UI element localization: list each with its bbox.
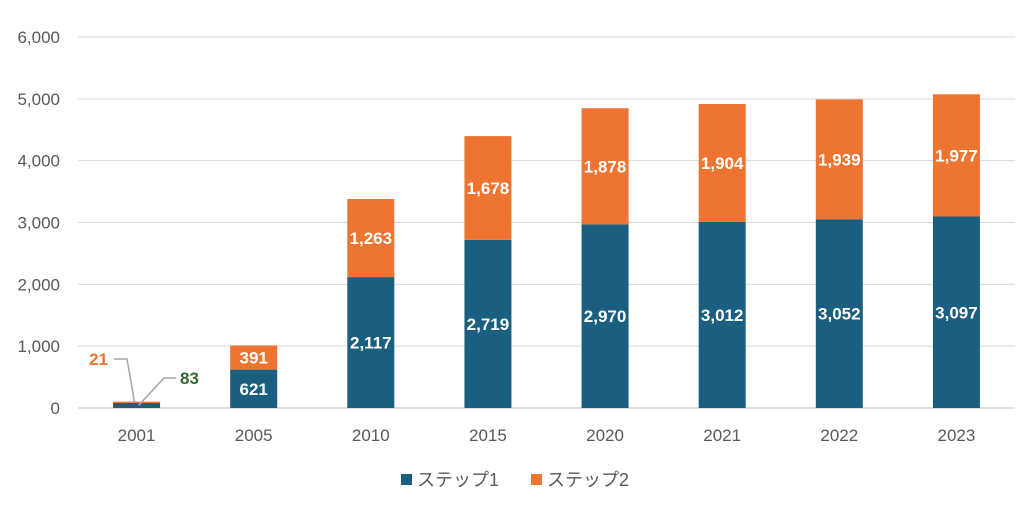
data-label-step2: 1,878	[584, 157, 627, 176]
x-tick-label: 2023	[938, 426, 976, 445]
x-tick-label: 2005	[235, 426, 273, 445]
x-axis-ticks: 2001 2005 2010 2015 2020 2021 2022 2023	[118, 426, 976, 445]
legend-label-step1: ステップ1	[417, 470, 499, 490]
bar-step1	[581, 224, 629, 408]
data-label-step2: 391	[240, 349, 268, 368]
bar-step2	[464, 136, 512, 240]
bar-step1	[932, 216, 980, 408]
data-label-step2: 1,977	[935, 146, 978, 165]
legend: ステップ1 ステップ2	[401, 470, 629, 490]
bar-step2	[815, 99, 863, 220]
x-tick-label: 2001	[118, 426, 156, 445]
data-labels: 21 83 621 391 2,117 1,263 2,719 1,678 2,970 1,878…	[89, 146, 978, 406]
legend-swatch-step2	[531, 474, 542, 485]
y-tick-label: 5,000	[17, 90, 60, 109]
x-tick-label: 2015	[469, 426, 507, 445]
x-tick-label: 2022	[820, 426, 858, 445]
y-tick-label: 2,000	[17, 275, 60, 294]
bars	[113, 94, 980, 408]
bar-step2	[347, 199, 395, 278]
bar-step2	[932, 94, 980, 217]
bar-step1	[464, 239, 512, 408]
data-label-step1: 2,117	[350, 334, 392, 353]
leader-line	[138, 377, 176, 406]
y-tick-label: 0	[51, 399, 60, 418]
y-tick-label: 3,000	[17, 214, 60, 233]
y-tick-label: 1,000	[17, 337, 60, 356]
data-label-step1: 3,097	[935, 303, 978, 322]
y-tick-label: 4,000	[17, 152, 60, 171]
bar-step2	[113, 401, 161, 403]
bar-step2	[581, 108, 629, 225]
legend-label-step2: ステップ2	[547, 470, 629, 490]
gridlines	[78, 36, 1015, 409]
y-tick-label: 6,000	[17, 28, 60, 47]
data-label-step1: 2,970	[584, 307, 627, 326]
x-tick-label: 2010	[352, 426, 390, 445]
data-label-step2: 1,939	[818, 150, 861, 169]
data-label-step1: 2,719	[467, 315, 510, 334]
bar-step1	[815, 219, 863, 408]
bar-step1	[230, 369, 278, 408]
bar-step1	[698, 221, 746, 408]
bar-step2	[698, 104, 746, 222]
data-label-step2: 1,263	[350, 229, 393, 248]
data-label-step2: 1,904	[701, 154, 744, 173]
leader-line	[114, 358, 136, 403]
data-label-step1: 621	[240, 380, 268, 399]
y-axis-ticks: 0 1,000 2,000 3,000 4,000 5,000 6,000	[17, 28, 60, 418]
bar-step1	[347, 277, 395, 408]
data-label-step1: 3,052	[818, 305, 861, 324]
data-label-step1: 3,012	[701, 306, 744, 325]
x-tick-label: 2020	[586, 426, 624, 445]
bar-step1	[113, 402, 161, 408]
legend-swatch-step1	[401, 474, 412, 485]
x-tick-label: 2021	[703, 426, 741, 445]
data-label-step1: 83	[180, 369, 199, 388]
bar-step2	[230, 345, 278, 370]
data-label-step2: 21	[89, 350, 108, 369]
data-label-step2: 1,678	[467, 179, 510, 198]
